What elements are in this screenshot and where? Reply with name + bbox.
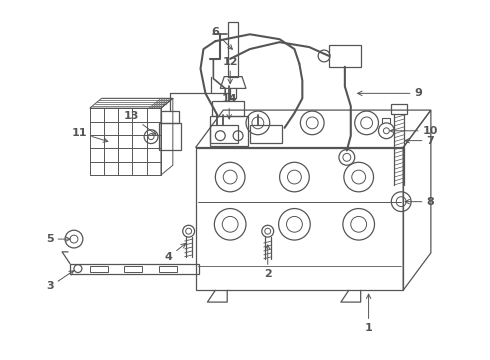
Bar <box>70 264 198 274</box>
Text: 1: 1 <box>365 294 372 333</box>
Bar <box>159 123 181 150</box>
Text: 6: 6 <box>211 27 232 49</box>
Bar <box>161 111 179 123</box>
Bar <box>124 266 142 271</box>
Text: 13: 13 <box>123 111 156 134</box>
Text: 12: 12 <box>222 57 238 84</box>
Bar <box>228 22 238 77</box>
Text: 10: 10 <box>390 126 438 136</box>
Text: 2: 2 <box>264 245 271 279</box>
Text: 8: 8 <box>405 197 434 207</box>
Bar <box>196 148 403 290</box>
Bar <box>159 266 177 271</box>
Text: 14: 14 <box>221 94 237 119</box>
Bar <box>250 125 282 143</box>
Bar <box>210 125 238 143</box>
Bar <box>90 266 108 271</box>
Bar <box>392 104 407 114</box>
Text: 9: 9 <box>358 88 422 98</box>
Text: 11: 11 <box>72 128 108 142</box>
Bar <box>212 101 244 116</box>
Text: 3: 3 <box>47 271 74 291</box>
Bar <box>329 45 361 67</box>
Text: 4: 4 <box>165 243 186 262</box>
Bar <box>210 116 248 145</box>
Text: 7: 7 <box>405 136 434 145</box>
Text: 5: 5 <box>47 234 70 244</box>
